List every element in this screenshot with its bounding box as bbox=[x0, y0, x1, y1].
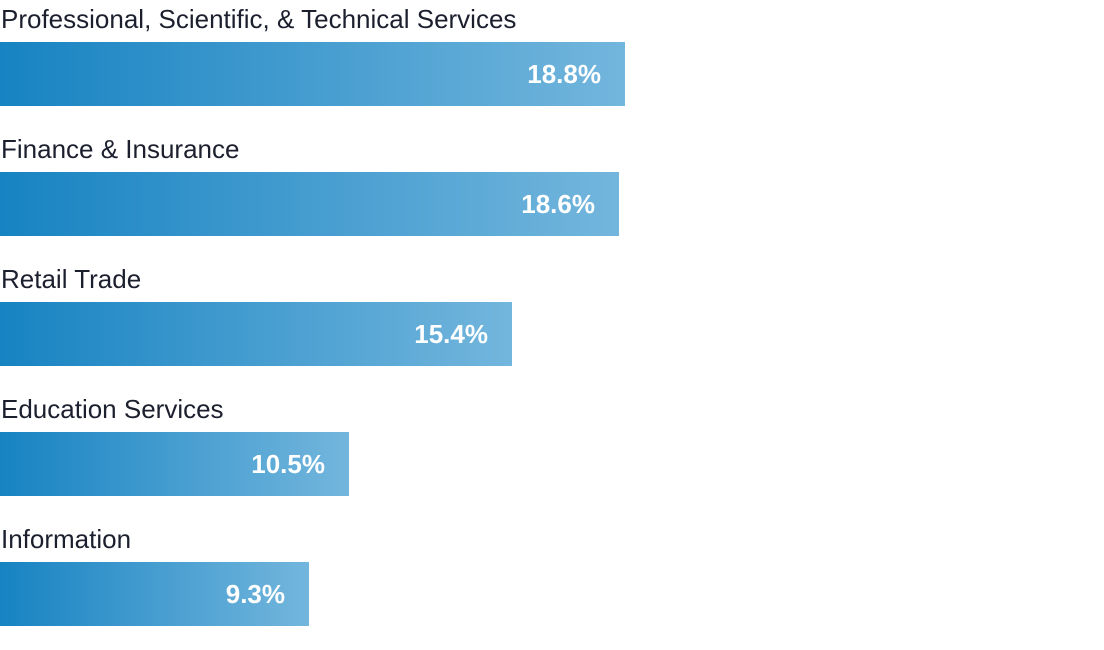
bar: 9.3% bbox=[0, 562, 309, 626]
bar: 18.8% bbox=[0, 42, 625, 106]
bar-row: Retail Trade 15.4% bbox=[0, 260, 1104, 390]
value-label: 15.4% bbox=[414, 319, 488, 349]
bar-row: Finance & Insurance 18.6% bbox=[0, 130, 1104, 260]
bar-row: Professional, Scientific, & Technical Se… bbox=[0, 0, 1104, 130]
value-label: 18.8% bbox=[527, 59, 601, 89]
category-label: Retail Trade bbox=[1, 264, 142, 294]
category-label: Information bbox=[1, 524, 132, 554]
bar-chart: Professional, Scientific, & Technical Se… bbox=[0, 0, 1104, 626]
bar: 18.6% bbox=[0, 172, 619, 236]
category-label: Finance & Insurance bbox=[1, 134, 240, 164]
bar: 15.4% bbox=[0, 302, 512, 366]
value-label: 18.6% bbox=[521, 189, 595, 219]
bar-row: Information 9.3% bbox=[0, 520, 1104, 650]
bar: 10.5% bbox=[0, 432, 349, 496]
category-label: Professional, Scientific, & Technical Se… bbox=[1, 4, 517, 34]
category-label: Education Services bbox=[1, 394, 224, 424]
value-label: 9.3% bbox=[225, 579, 285, 609]
value-label: 10.5% bbox=[251, 449, 325, 479]
bar-row: Education Services 10.5% bbox=[0, 390, 1104, 520]
